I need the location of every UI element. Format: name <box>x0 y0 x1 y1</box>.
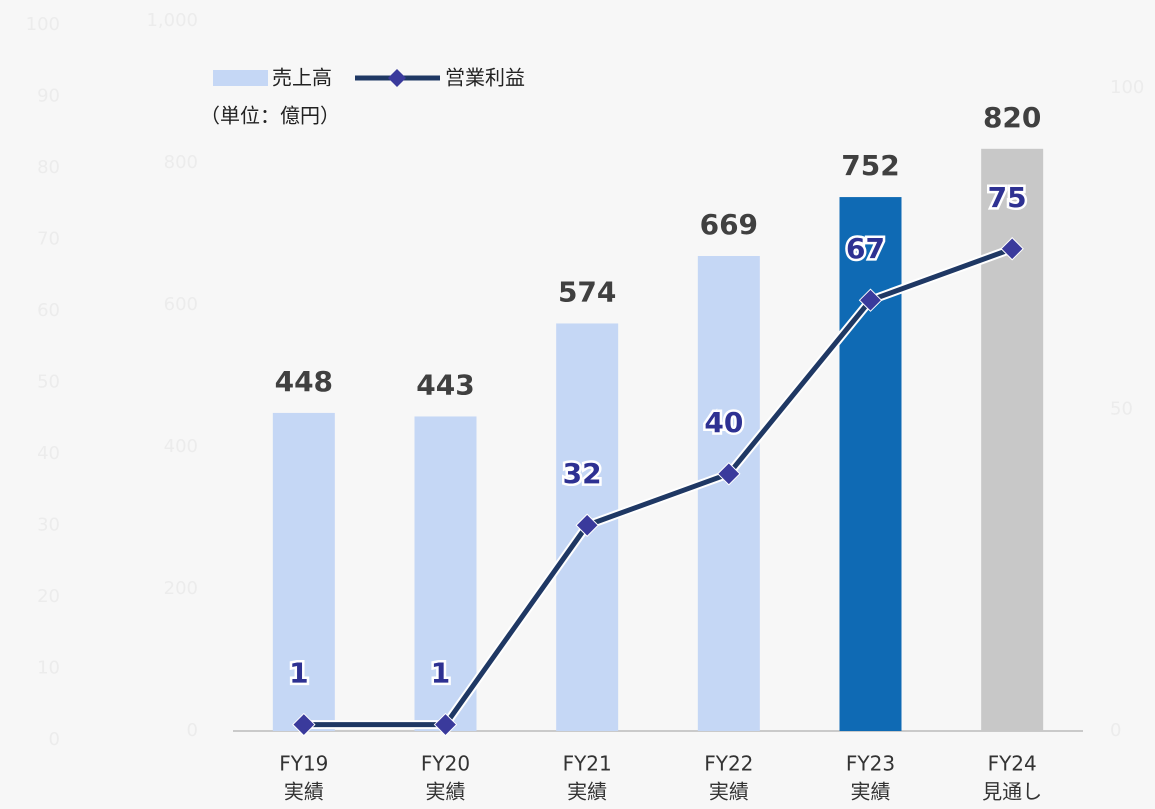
x-tick-label: FY22 <box>704 752 753 776</box>
bar-label: 448 <box>275 365 333 398</box>
line-marker <box>575 513 599 537</box>
bar <box>697 256 760 731</box>
tick-label: 40 <box>37 443 60 464</box>
bar-label: 820 <box>983 101 1041 134</box>
bar-label: 443 <box>416 368 474 401</box>
tick-label: 10 <box>37 658 60 679</box>
line-label: 40 <box>704 406 743 439</box>
x-tick-label: 実績 <box>709 780 749 804</box>
legend-label: 売上高 <box>272 66 332 90</box>
bar <box>272 412 335 731</box>
tick-label: 30 <box>37 515 60 536</box>
line <box>303 246 1014 728</box>
bar <box>839 197 902 731</box>
x-tick-label: FY21 <box>563 752 612 776</box>
tick-label: 70 <box>37 229 60 250</box>
line-marker <box>858 288 883 312</box>
tick-label: 80 <box>37 157 60 178</box>
line-label: 1 <box>431 657 450 690</box>
line-label: 67 <box>846 232 885 265</box>
tick-label: 90 <box>37 86 60 107</box>
line-label: 75 <box>988 181 1027 214</box>
line-marker <box>1000 237 1024 261</box>
x-tick-label: 見通し <box>982 780 1042 804</box>
x-tick-label: FY19 <box>279 752 328 776</box>
tick-label: 800 <box>164 152 198 173</box>
tick-label: 20 <box>37 586 60 607</box>
tick-label: 50 <box>37 372 60 393</box>
x-tick-label: FY24 <box>988 752 1037 776</box>
legend-swatch <box>213 70 268 86</box>
x-tick-label: 実績 <box>284 780 324 804</box>
line-label: 1 <box>289 657 308 690</box>
line-marker <box>433 712 458 737</box>
tick-label: 0 <box>187 720 198 741</box>
line-marker <box>717 462 741 486</box>
line-halo <box>303 244 1014 730</box>
tick-label: 200 <box>164 578 198 599</box>
bar-label: 574 <box>558 275 616 308</box>
line-label: 32 <box>563 457 602 490</box>
x-tick-label: 実績 <box>426 780 466 804</box>
unit-note: （単位：億円） <box>200 104 340 128</box>
tick-label: 60 <box>37 300 60 321</box>
tick-label: 0 <box>49 729 60 750</box>
tick-label: 100 <box>1110 77 1144 98</box>
bar <box>414 416 477 731</box>
legend-label: 営業利益 <box>445 66 525 90</box>
x-tick-label: FY20 <box>421 752 470 776</box>
tick-label: 400 <box>164 436 198 457</box>
bar-label: 669 <box>700 208 758 241</box>
line-marker <box>292 712 316 737</box>
tick-label: 1,000 <box>146 10 198 31</box>
x-tick-label: 実績 <box>567 780 607 804</box>
legend-marker <box>388 69 406 87</box>
bar-label: 752 <box>841 149 899 182</box>
tick-label: 0 <box>1110 720 1121 741</box>
x-tick-label: 実績 <box>851 780 891 804</box>
x-tick-label: FY23 <box>846 752 895 776</box>
tick-label: 600 <box>164 294 198 315</box>
bar <box>981 148 1044 732</box>
tick-label: 100 <box>26 14 60 35</box>
tick-label: 50 <box>1110 399 1133 420</box>
